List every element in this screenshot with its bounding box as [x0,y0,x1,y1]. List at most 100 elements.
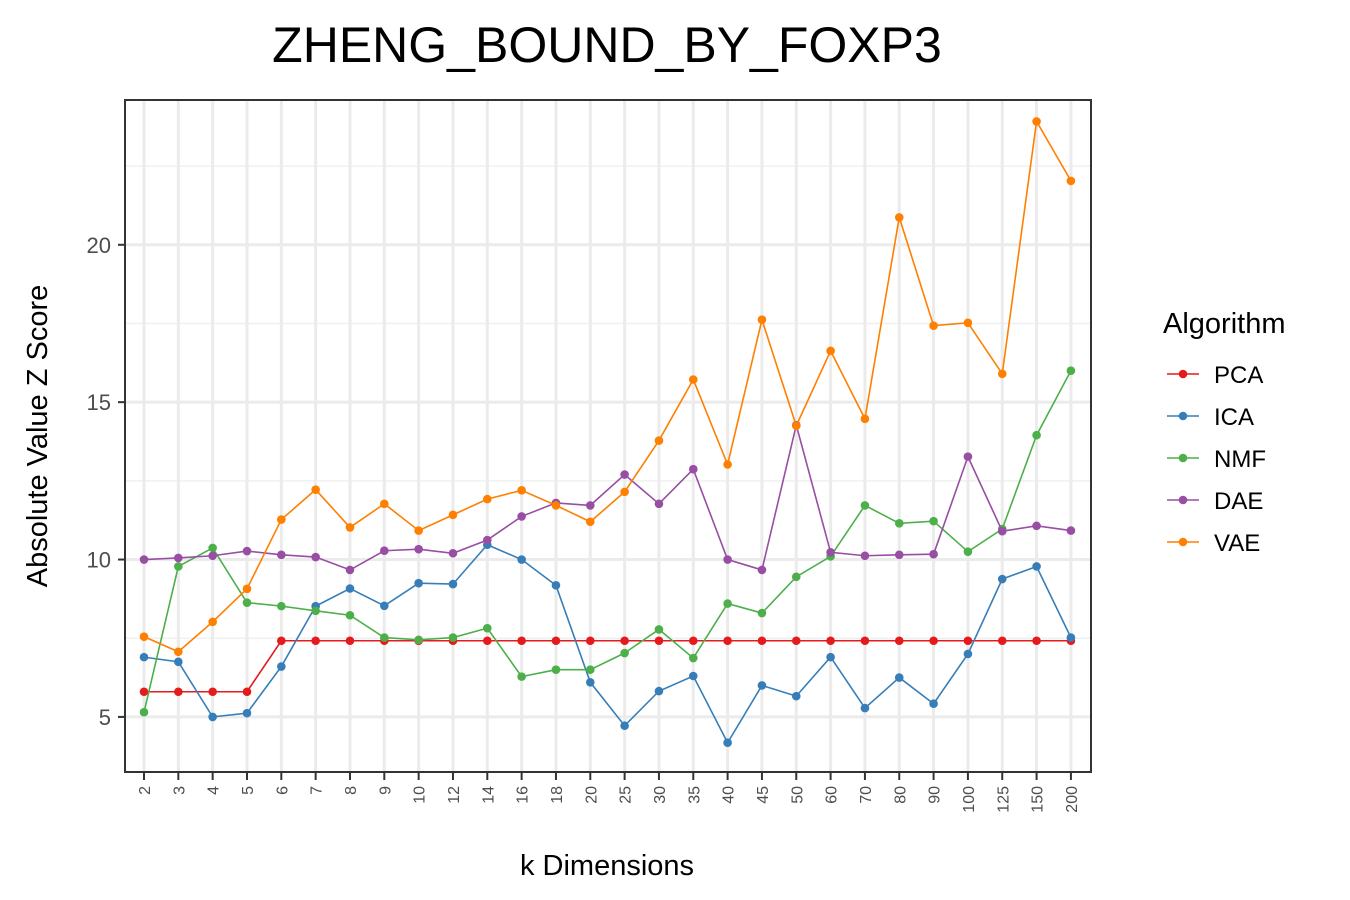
data-point-vae [929,321,938,330]
x-tick-label: 150 [1030,786,1047,813]
x-tick-label: 9 [377,786,394,795]
data-point-ica [791,691,801,701]
data-point-vae [688,375,698,384]
data-point-pca [139,687,149,697]
data-point-dae [311,552,320,562]
series-line-dae [143,424,1072,571]
legend-key-point-nmf [1178,453,1188,463]
data-point-dae [448,548,458,558]
data-point-nmf [963,547,973,556]
x-tick-label: 7 [309,786,326,795]
data-point-pca [551,636,561,646]
data-point-ica [208,712,217,722]
data-point-vae [345,523,355,532]
y-tick-label: 10 [87,548,111,573]
data-point-nmf [242,598,252,607]
y-tick-label: 20 [87,233,111,258]
legend-label-pca: PCA [1214,362,1263,389]
series-pca [139,636,1076,697]
data-point-pca [860,636,870,646]
data-point-ica [654,686,664,696]
data-point-nmf [345,610,355,620]
data-point-nmf [585,665,595,675]
data-point-vae [894,213,904,222]
data-point-pca [757,636,767,646]
y-tick-label: 5 [99,705,111,730]
series-ica [139,540,1076,748]
data-point-vae [242,584,252,594]
data-point-nmf [277,601,286,611]
data-point-dae [517,512,526,521]
data-point-dae [585,501,595,510]
x-tick-label: 2 [137,786,154,795]
data-point-ica [963,649,973,659]
data-point-dae [242,546,252,556]
data-point-dae [826,548,835,557]
x-tick-label: 12 [446,786,463,804]
x-tick-label: 45 [755,786,772,804]
data-point-nmf [139,707,149,717]
data-point-dae [1066,526,1076,535]
x-tick-label: 70 [858,786,875,804]
x-tick-label: 25 [618,786,635,804]
data-point-dae [654,499,664,509]
data-point-vae [551,501,561,510]
data-point-pca [517,636,526,646]
data-point-pca [654,636,664,646]
x-tick-label: 18 [549,786,566,804]
data-point-dae [997,526,1007,536]
data-point-vae [723,460,732,469]
x-tick-label: 35 [686,786,703,804]
data-point-pca [688,636,698,646]
data-point-pca [277,636,286,646]
data-point-dae [139,555,149,564]
x-tick-label: 125 [995,786,1012,813]
y-axis-title: Absolute Value Z Score [22,285,54,588]
data-point-nmf [1066,366,1076,375]
data-point-vae [654,436,664,445]
series-line-vae [143,118,1072,653]
data-point-dae [174,553,183,563]
x-tick-label: 80 [892,786,909,804]
data-point-ica [414,578,423,588]
series-nmf [139,366,1076,717]
data-point-vae [311,485,320,494]
data-point-nmf [894,519,904,528]
data-point-nmf [620,648,629,658]
legend-title: Algorithm [1163,308,1286,340]
data-point-ica [1032,562,1041,571]
data-point-ica [551,581,561,590]
data-point-nmf [414,635,423,645]
x-tick-label: 90 [927,786,944,804]
plot-panel-border [124,99,1092,773]
legend-item-pca: PCA [1167,362,1263,389]
x-axis-title: k Dimensions [520,850,694,882]
data-point-vae [826,346,835,356]
data-point-nmf [791,572,801,582]
chart-title: ZHENG_BOUND_BY_FOXP3 [272,17,942,73]
data-point-ica [345,584,355,593]
x-tick-label: 4 [206,786,223,795]
data-point-vae [414,526,423,535]
legend-label-vae: VAE [1214,530,1260,557]
data-point-dae [620,470,629,479]
x-tick-label: 10 [412,786,429,804]
data-point-ica [860,703,870,713]
data-point-dae [929,549,938,559]
legend-item-ica: ICA [1167,404,1254,431]
data-point-nmf [757,608,767,618]
data-point-ica [620,721,629,731]
data-point-nmf [174,562,183,571]
data-point-nmf [483,623,492,633]
data-point-ica [139,652,149,662]
data-point-pca [997,636,1007,646]
data-point-dae [688,464,698,474]
data-point-pca [311,636,320,646]
data-point-pca [791,636,801,646]
data-point-nmf [860,501,870,510]
data-point-pca [208,687,217,697]
data-point-ica [1066,633,1076,642]
y-axis: 5 10 15 20 [87,233,125,730]
data-point-ica [997,574,1007,584]
x-tick-label: 5 [240,786,257,795]
